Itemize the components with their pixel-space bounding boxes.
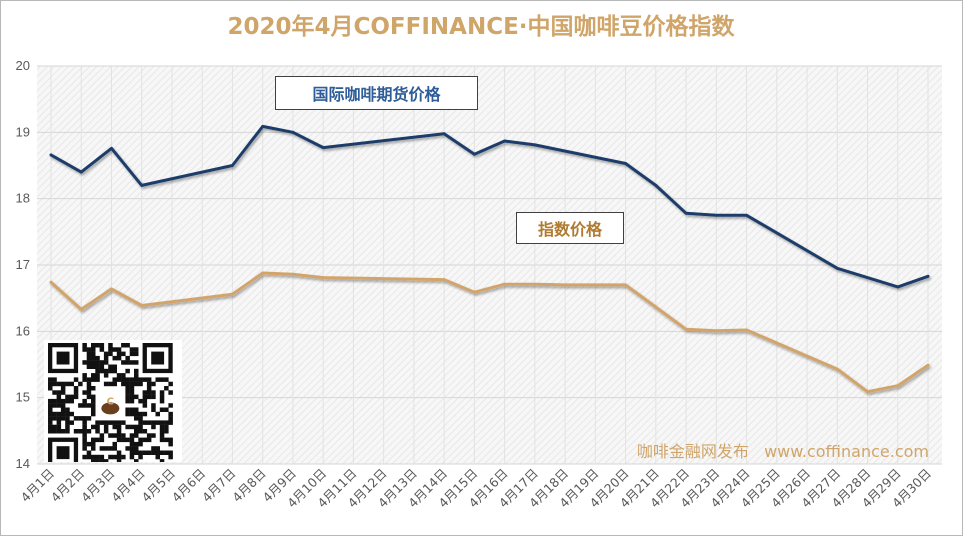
data-point [140, 304, 144, 307]
qr-code: C [44, 340, 182, 462]
data-point [926, 274, 930, 278]
watermark-text: 咖啡金融网发布 www.coffinance.com [636, 442, 929, 461]
data-point [503, 139, 507, 143]
data-point [533, 143, 537, 147]
y-tick-label: 17 [16, 257, 30, 272]
chart-title: 2020年4月COFFINANCE·中国咖啡豆价格指数 [227, 13, 735, 40]
y-tick-label: 16 [16, 323, 30, 338]
series-line-futures [49, 124, 930, 289]
data-point [745, 213, 748, 217]
data-point [654, 184, 658, 187]
legend-futures-label: 国际咖啡期货价格 [312, 85, 441, 104]
data-point [593, 283, 597, 287]
data-point [835, 367, 839, 371]
data-point [49, 153, 53, 157]
data-point [140, 184, 144, 187]
legend-index-label: 指数价格 [537, 220, 602, 239]
data-point [291, 130, 295, 134]
data-point [261, 271, 265, 275]
data-point [896, 384, 900, 388]
data-point [684, 327, 688, 331]
gridlines [37, 65, 942, 465]
data-point [745, 328, 748, 332]
legend-futures-price: 国际咖啡期货价格 [275, 76, 478, 110]
series-line-index [49, 271, 930, 394]
y-tick-label: 20 [16, 58, 30, 73]
data-point [231, 292, 234, 296]
x-axis: 4月1日4月2日4月3日4月4日4月5日4月6日4月7日4月8日4月9日4月10… [18, 466, 935, 511]
data-point [866, 390, 869, 394]
data-point [442, 132, 446, 136]
y-tick-label: 18 [16, 191, 30, 206]
data-point [110, 287, 113, 291]
data-point [110, 146, 113, 150]
data-point [533, 282, 537, 286]
y-tick-label: 19 [16, 124, 30, 139]
qr-modules [48, 343, 173, 462]
data-point [49, 280, 53, 284]
data-point [714, 329, 718, 333]
data-point [442, 278, 446, 281]
data-point [291, 272, 295, 276]
qr-logo-letter: C [107, 396, 114, 407]
data-point [79, 308, 83, 311]
coffee-cup-icon [101, 402, 120, 415]
data-point [926, 363, 930, 367]
series-group [49, 124, 930, 394]
data-point [503, 282, 507, 286]
data-point [321, 276, 325, 280]
data-point [261, 124, 265, 128]
y-tick-label: 14 [16, 456, 30, 471]
data-point [624, 283, 627, 287]
y-axis: 14 15 16 17 18 19 20 [16, 58, 30, 471]
data-point [321, 146, 325, 149]
data-point [684, 211, 688, 215]
data-point [624, 162, 627, 165]
data-point [835, 266, 839, 270]
y-tick-label: 15 [16, 390, 30, 405]
data-point [79, 170, 83, 174]
data-point [714, 213, 718, 217]
data-point [472, 290, 476, 294]
data-point [472, 152, 476, 156]
data-point [563, 283, 567, 287]
data-point [896, 285, 900, 289]
data-point [231, 164, 234, 167]
legend-index-price: 指数价格 [516, 212, 624, 244]
